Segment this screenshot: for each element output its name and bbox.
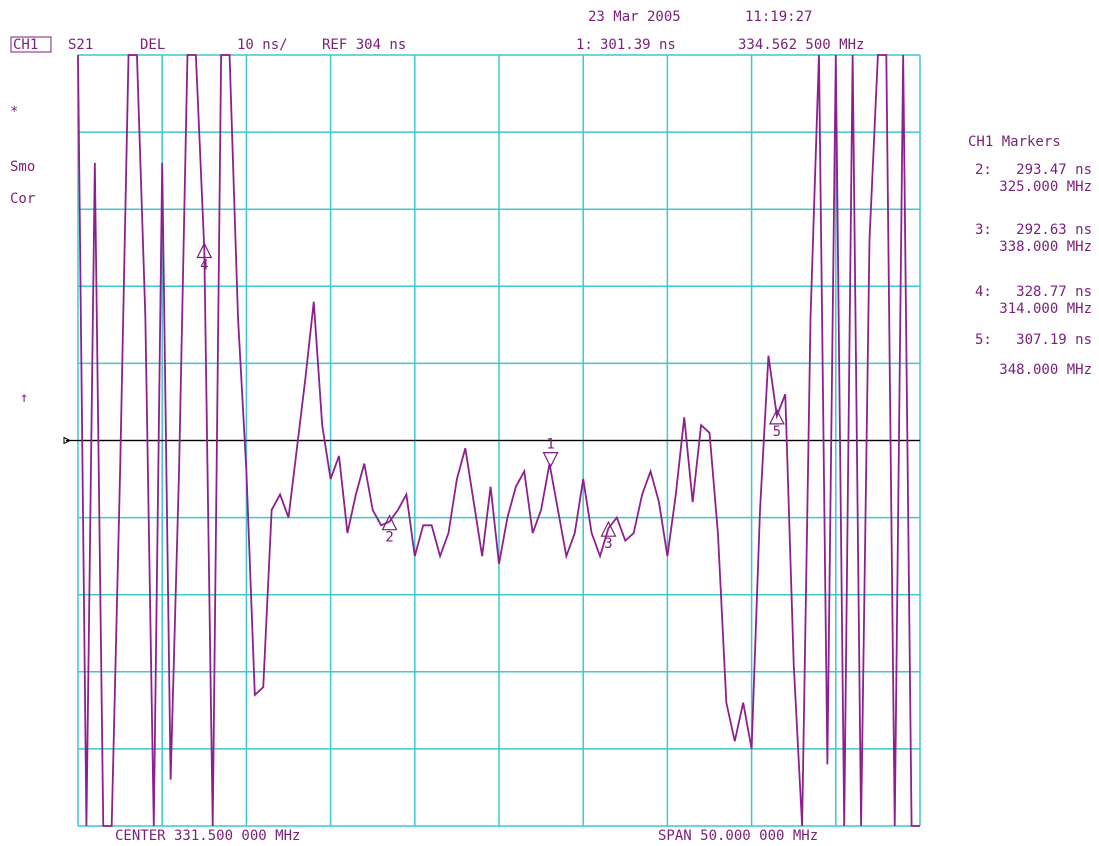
marker bbox=[196, 242, 213, 259]
span: SPAN 50.000 000 MHz bbox=[658, 828, 818, 844]
marker-delay: 293.47 ns bbox=[1016, 162, 1092, 178]
format: DEL bbox=[140, 37, 165, 53]
parameter: S21 bbox=[68, 37, 93, 53]
status: * bbox=[10, 104, 18, 120]
marker-key: 1: bbox=[576, 37, 593, 53]
marker-id: 1 bbox=[546, 437, 554, 453]
marker-id: 3 bbox=[604, 536, 612, 552]
date: 23 Mar 2005 bbox=[588, 9, 681, 25]
markers-title: CH1 Markers bbox=[968, 134, 1061, 150]
marker-id: 5 bbox=[773, 424, 781, 440]
marker-delay: 328.77 ns bbox=[1016, 284, 1092, 300]
marker-freq: 334.562 500 MHz bbox=[738, 37, 864, 53]
marker-key: 4: bbox=[975, 284, 992, 300]
status: Smo bbox=[10, 159, 35, 175]
marker-delay: 301.39 ns bbox=[600, 37, 676, 53]
trace bbox=[77, 54, 920, 827]
channel-box bbox=[10, 36, 52, 53]
reference: REF 304 ns bbox=[322, 37, 406, 53]
marker-key: 2: bbox=[975, 162, 992, 178]
marker-id: 4 bbox=[200, 258, 208, 274]
scale: 10 ns/ bbox=[237, 37, 288, 53]
center: CENTER 331.500 000 MHz bbox=[115, 828, 300, 844]
marker bbox=[542, 452, 559, 468]
reference-pointer bbox=[63, 436, 72, 445]
marker-delay: 307.19 ns bbox=[1016, 332, 1092, 348]
status: Cor bbox=[10, 191, 35, 207]
marker-id: 2 bbox=[385, 530, 393, 546]
ref-arrow: ↑ bbox=[20, 390, 28, 406]
marker-freq: 348.000 MHz bbox=[999, 362, 1092, 378]
marker bbox=[600, 520, 617, 537]
marker bbox=[768, 408, 785, 425]
marker bbox=[381, 514, 398, 531]
marker-delay: 292.63 ns bbox=[1016, 222, 1092, 238]
time: 11:19:27 bbox=[745, 9, 812, 25]
channel: CH1 bbox=[13, 37, 38, 53]
marker-freq: 325.000 MHz bbox=[999, 179, 1092, 195]
marker-freq: 314.000 MHz bbox=[999, 301, 1092, 317]
marker-key: 5: bbox=[975, 332, 992, 348]
marker-key: 3: bbox=[975, 222, 992, 238]
marker-freq: 338.000 MHz bbox=[999, 239, 1092, 255]
